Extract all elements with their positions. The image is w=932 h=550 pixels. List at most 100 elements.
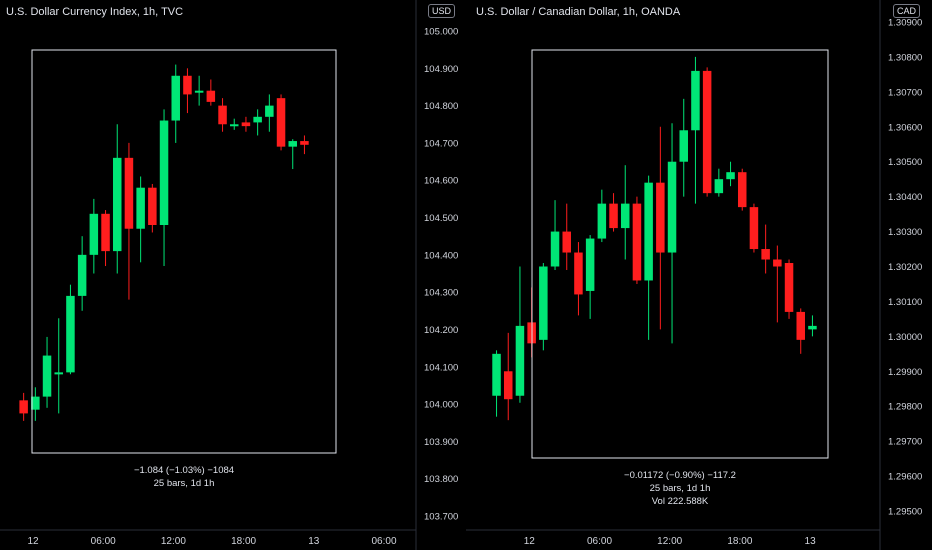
candle-body [737,172,747,208]
measure-span: 25 bars, 1d 1h [649,483,711,494]
time-tick-label: 06:00 [587,536,612,547]
candle-body [515,325,525,396]
candle-body [585,238,595,291]
candle-body [66,295,75,373]
candle-body [265,105,274,117]
price-tick-label: 104.300 [424,288,458,299]
candle-body [253,116,262,123]
candle-body [89,213,99,255]
candle-body [194,90,204,93]
price-tick-label: 1.29900 [888,367,922,378]
price-tick-label: 104.700 [424,138,458,149]
price-tick-label: 1.29700 [888,437,922,448]
price-tick-label: 104.100 [424,362,458,373]
price-tick-label: 104.000 [424,400,458,411]
candle-body [726,172,735,180]
candle-body [714,179,724,194]
candle-body [656,182,665,253]
usd-index-chart-canvas[interactable]: 105.000 104.900 104.800 104.700 104.600 104.5… [0,0,466,550]
time-tick-label: 12:00 [657,536,682,547]
candle-body [77,254,87,296]
candle-body [691,70,700,131]
measure-box [31,49,337,454]
candle-body [276,98,286,147]
usdcad-chart-canvas[interactable]: 1.30900 1.30800 1.30700 1.30600 1.30500 1.304… [466,0,932,550]
time-tick-label: 13 [308,536,320,547]
measure-change: −1.084 (−1.03%) −1084 [133,465,235,476]
candle-body [124,157,134,229]
price-tick-label: 104.200 [424,325,458,336]
candle-body [101,213,110,252]
currency-badge[interactable]: CAD [893,4,921,18]
candle-body [19,400,28,414]
price-tick-label: 1.29500 [888,507,922,518]
measure-info: −1.084 (−1.03%) −1084 25 bars, 1d 1h [32,464,336,490]
candle-body [42,355,52,397]
candle-body [288,141,297,147]
candle-body [597,203,607,239]
price-tick-label: 104.600 [424,176,458,187]
time-tick-label: 13 [805,536,817,547]
price-tick-label: 103.700 [424,512,458,523]
candle-body [300,141,309,145]
time-tick-label: 06:00 [91,536,116,547]
candle-body [183,75,192,95]
candle-body [112,157,122,252]
time-tick-label: 12 [524,536,536,547]
price-tick-label: 103.900 [424,437,458,448]
candle-body [492,353,501,396]
chart-title: U.S. Dollar Currency Index, 1h, TVC [6,6,184,18]
candle-body [562,231,571,253]
candle-body [550,231,560,267]
time-tick-label: 18:00 [727,536,752,547]
candle-body [679,130,688,162]
price-tick-label: 1.30800 [888,52,922,63]
chart-title: U.S. Dollar / Canadian Dollar, 1h, OANDA [476,6,681,18]
candle-body [218,105,227,125]
price-tick-label: 1.30300 [888,227,922,238]
price-tick-label: 1.30400 [888,192,922,203]
candle-body [503,371,513,400]
candle-body [574,252,583,295]
price-tick-label: 1.30000 [888,332,922,343]
price-tick-label: 1.30200 [888,262,922,273]
candle-body [241,122,251,127]
candle-body [31,396,40,410]
measure-change: −0.01172 (−0.90%) −117.2 [624,470,736,481]
usdcad-chart-panel[interactable]: 1.30900 1.30800 1.30700 1.30600 1.30500 1.304… [466,0,932,550]
price-tick-label: 105.000 [424,27,458,38]
price-tick-label: 1.29800 [888,402,922,413]
usd-index-chart-panel[interactable]: 105.000 104.900 104.800 104.700 104.600 104.5… [0,0,466,550]
candle-body [773,259,782,267]
candle-body [229,124,239,127]
candle-body [609,203,618,229]
price-tick-label: 104.800 [424,101,458,112]
price-tick-label: 1.30600 [888,122,922,133]
price-tick-label: 1.30700 [888,87,922,98]
currency-badge[interactable]: USD [428,4,456,18]
candle-body [749,207,759,250]
candle-body [206,90,216,102]
measure-box [531,49,829,459]
candle-body [171,75,180,121]
candle-body [667,161,677,253]
candle-body [136,187,145,229]
time-tick-label: 12:00 [161,536,186,547]
candle-body [796,311,805,340]
candle-body [148,187,157,225]
candle-body [644,182,653,281]
candle-body [761,249,770,260]
price-tick-label: 104.900 [424,64,458,75]
time-tick-label: 12 [27,536,39,547]
candle-body [159,120,169,225]
price-tick-label: 1.30900 [888,18,922,29]
price-tick-label: 1.29600 [888,472,922,483]
price-tick-label: 1.30500 [888,157,922,168]
price-tick-label: 1.30100 [888,297,922,308]
candle-body [808,325,817,330]
candle-body [539,266,548,340]
measure-info: −0.01172 (−0.90%) −117.2 25 bars, 1d 1h … [532,469,828,508]
time-tick-label: 06:00 [371,536,396,547]
candle-body [54,372,63,375]
price-tick-label: 103.800 [424,474,458,485]
